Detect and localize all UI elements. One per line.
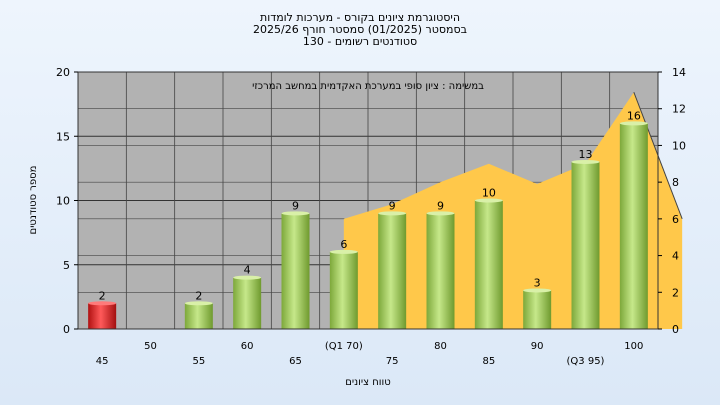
y2-tick-label: 4 xyxy=(672,250,679,263)
data-label: 9 xyxy=(389,199,396,212)
bar-(Q1 70) xyxy=(329,251,358,329)
bar-85 xyxy=(474,200,503,329)
x-tick-label: 75 xyxy=(386,356,399,367)
y-tick-label: 5 xyxy=(63,259,70,272)
y-tick-label: 20 xyxy=(56,66,70,79)
chart-title-line: בסמסטר (01/2025) סמסטר חורף 2025/26 xyxy=(253,23,467,36)
data-label: 4 xyxy=(244,264,251,277)
bar-45 xyxy=(88,303,117,329)
chart-title-line: היסטוגרמת ציונים בקורס - מערכות לומדות xyxy=(260,11,460,24)
x-tick-label: 85 xyxy=(482,356,495,367)
chart-title-line: סטודנטים רשומים - 130 xyxy=(303,35,417,48)
bar-top xyxy=(281,211,310,216)
x-tick-label: (Q3 95) xyxy=(567,356,605,367)
bar-top xyxy=(571,159,600,164)
data-label: 6 xyxy=(340,238,347,251)
bar-60 xyxy=(233,277,262,329)
y2-tick-label: 0 xyxy=(672,323,679,336)
x-tick-label: 65 xyxy=(289,356,302,367)
data-label: 9 xyxy=(292,199,299,212)
bar-top xyxy=(474,198,503,203)
y-tick-label: 10 xyxy=(56,195,70,208)
data-label: 3 xyxy=(534,276,541,289)
bar-75 xyxy=(378,213,407,329)
x-tick-label: 60 xyxy=(241,341,254,352)
y2-tick-label: 10 xyxy=(672,139,686,152)
bar-top xyxy=(329,249,358,254)
x-tick-label: 80 xyxy=(434,341,447,352)
y2-tick-label: 12 xyxy=(672,103,686,116)
bar-80 xyxy=(426,213,455,329)
data-label: 13 xyxy=(579,148,593,161)
y-axis-title: מספר סטודנטים xyxy=(28,166,39,235)
y-tick-label: 0 xyxy=(63,323,70,336)
bar-top xyxy=(233,275,262,280)
y2-tick-label: 6 xyxy=(672,213,679,226)
x-tick-label: (Q1 70) xyxy=(325,341,363,352)
y2-tick-label: 14 xyxy=(672,66,686,79)
data-label: 10 xyxy=(482,187,496,200)
x-tick-label: 90 xyxy=(531,341,544,352)
chart-subtitle: במשימה : ציון סופי במערכת האקדמית במחשב … xyxy=(252,81,484,92)
bar-55 xyxy=(184,303,213,329)
bar-90 xyxy=(523,290,552,329)
bar-100 xyxy=(619,123,648,330)
bar-top xyxy=(378,211,407,216)
x-tick-label: 55 xyxy=(192,356,205,367)
x-tick-label: 100 xyxy=(624,341,643,352)
bar-top xyxy=(426,211,455,216)
y2-tick-label: 8 xyxy=(672,176,679,189)
y-tick-label: 15 xyxy=(56,130,70,143)
x-tick-label: 45 xyxy=(96,356,109,367)
bar-top xyxy=(523,288,552,293)
data-label: 2 xyxy=(99,289,106,302)
data-label: 16 xyxy=(627,109,641,122)
x-tick-label: 50 xyxy=(144,341,157,352)
data-label: 2 xyxy=(195,289,202,302)
bar-(Q3 95) xyxy=(571,161,600,329)
bar-top xyxy=(619,121,648,126)
y2-tick-label: 2 xyxy=(672,286,679,299)
bar-top xyxy=(88,301,117,306)
data-label: 9 xyxy=(437,199,444,212)
x-axis-title: טווח ציונים xyxy=(345,377,390,388)
bar-top xyxy=(184,301,213,306)
bar-65 xyxy=(281,213,310,329)
